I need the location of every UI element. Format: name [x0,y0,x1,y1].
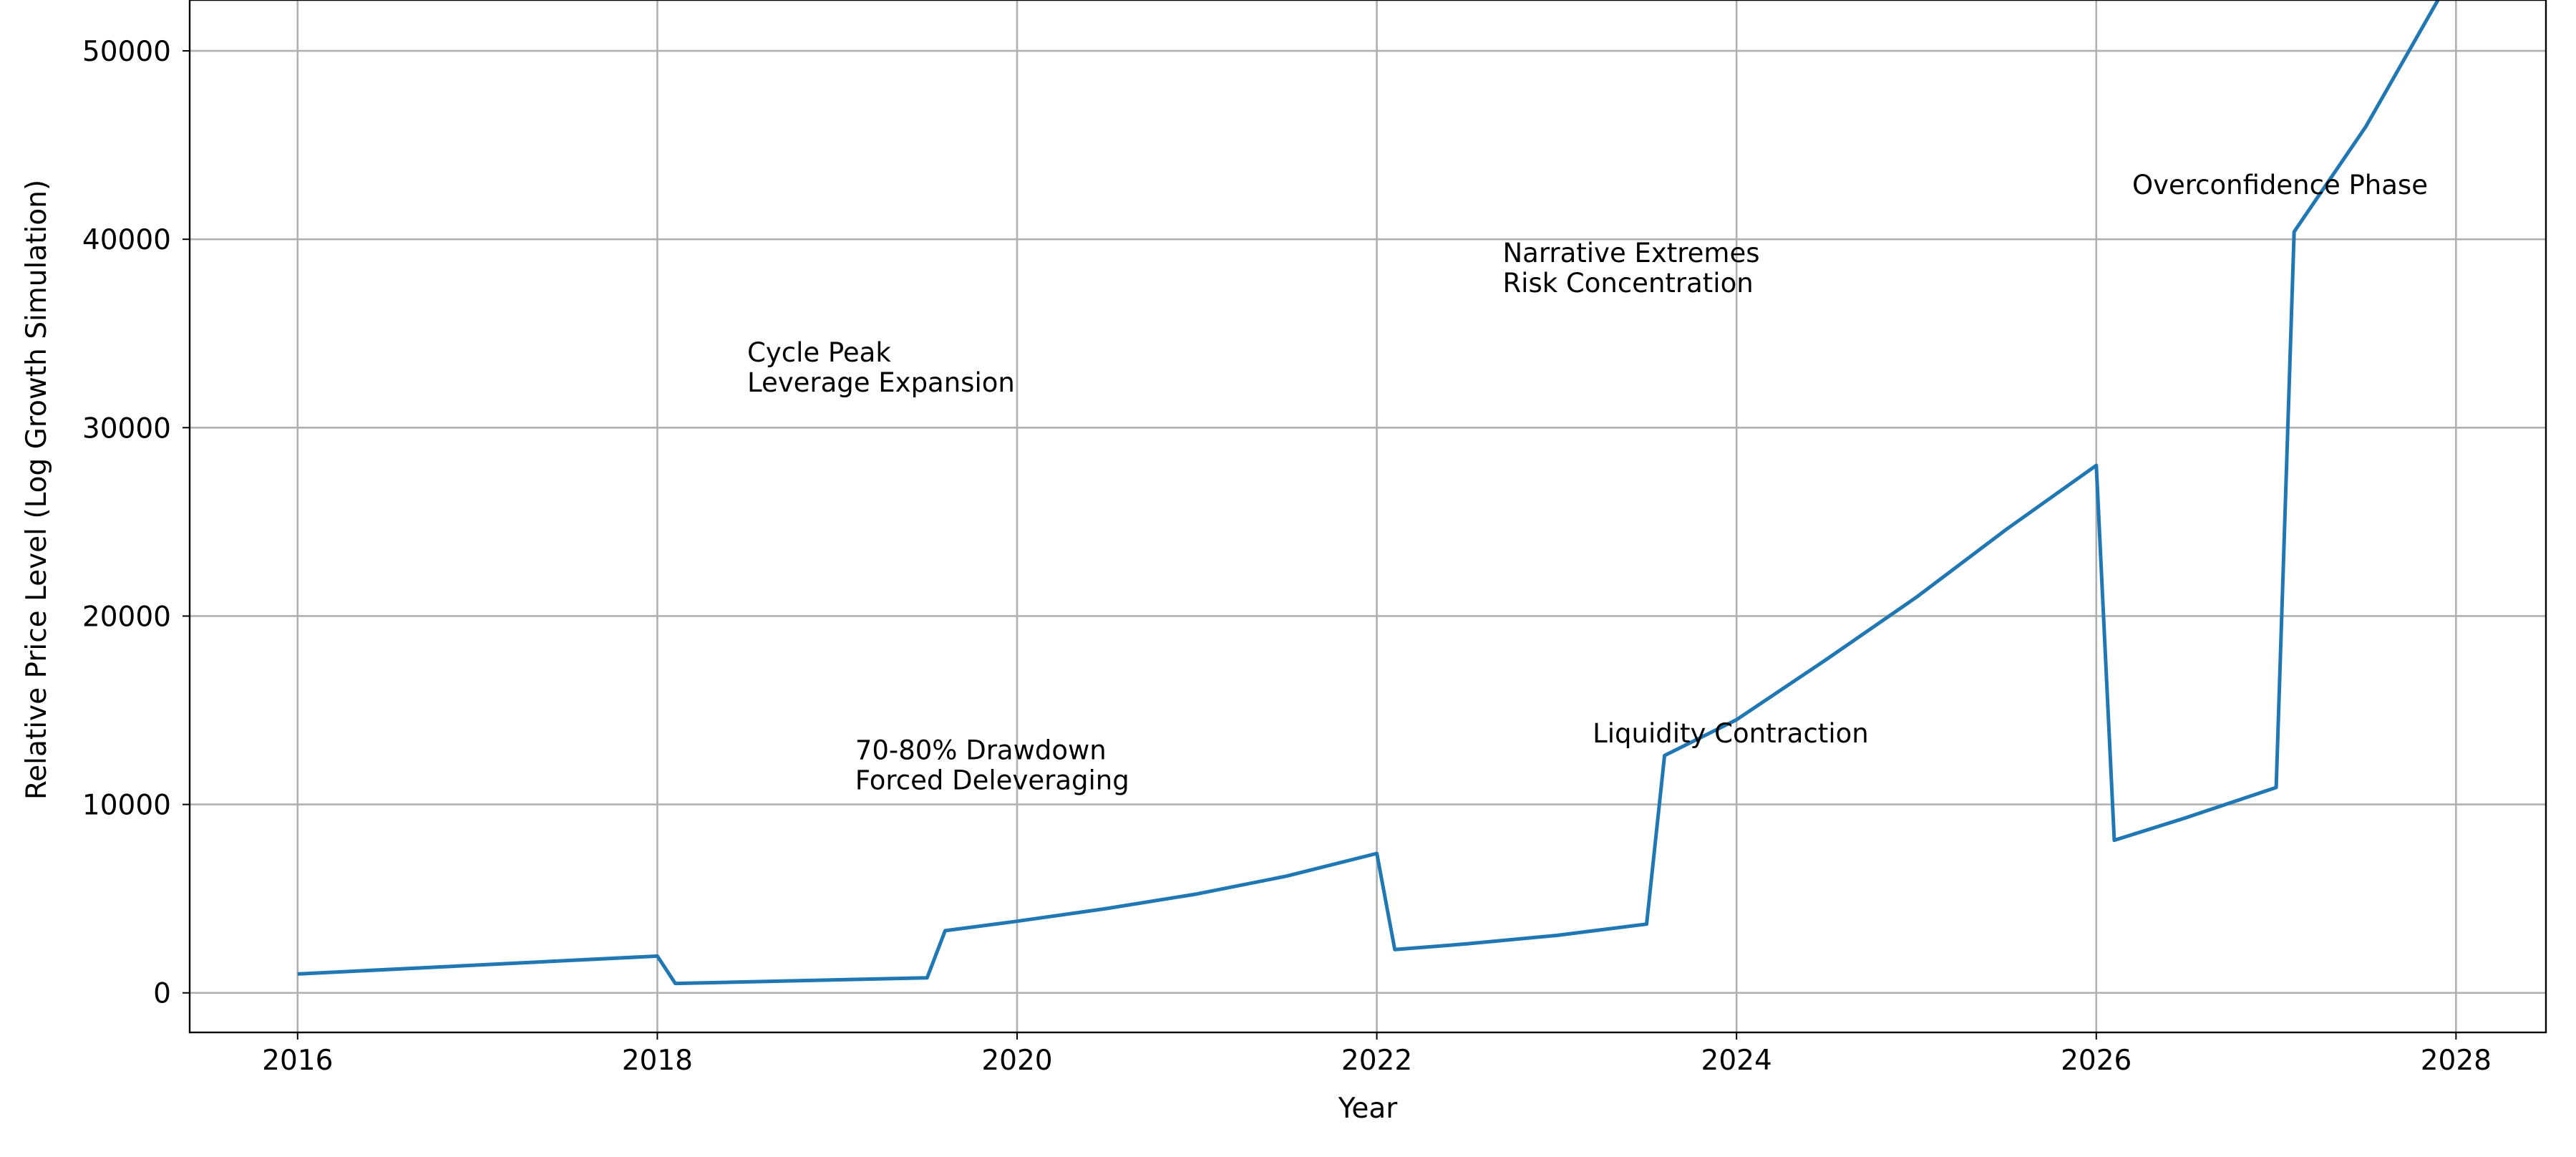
y-tick-label-20000: 20000 [82,601,171,633]
x-tick-label-2022: 2022 [1341,1045,1412,1077]
y-axis-ticks: 0 10000 20000 30000 40000 50000 [82,36,190,1010]
x-axis-label: Year [1338,1093,1399,1125]
annotation-2-line-0: Narrative Extremes [1502,238,1759,268]
x-tick-label-2024: 2024 [1701,1045,1772,1077]
annotation-1: 70-80% Drawdown Forced Deleveraging [855,735,1129,795]
annotation-4-line-0: Overconfidence Phase [2132,170,2428,200]
annotations: Cycle Peak Leverage Expansion 70-80% Drawd… [747,170,2428,795]
series-group [297,0,2440,986]
annotation-4: Overconfidence Phase [2132,170,2428,200]
y-tick-label-30000: 30000 [82,412,171,445]
x-tick-label-2018: 2018 [622,1045,693,1077]
y-tick-label-50000: 50000 [82,36,171,68]
series-line-0 [297,0,2440,986]
y-tick-label-40000: 40000 [82,224,171,256]
y-axis-label: Relative Price Level (Log Growth Simulat… [21,180,53,800]
annotation-1-line-1: Forced Deleveraging [855,765,1129,795]
annotation-3-line-0: Liquidity Contraction [1593,718,1869,749]
plot-frame [188,0,2547,1034]
annotation-2-line-1: Risk Concentration [1502,268,1753,299]
x-tick-label-2026: 2026 [2061,1045,2132,1077]
grid-lines [190,0,2546,1032]
x-tick-label-2028: 2028 [2421,1045,2492,1077]
annotation-1-line-0: 70-80% Drawdown [855,735,1107,765]
annotation-0-line-1: Leverage Expansion [747,367,1015,398]
annotation-2: Narrative Extremes Risk Concentration [1502,238,1759,299]
annotation-0: Cycle Peak Leverage Expansion [747,337,1015,398]
x-tick-label-2016: 2016 [262,1045,333,1077]
y-tick-label-0: 0 [153,978,171,1010]
y-tick-label-10000: 10000 [82,790,171,822]
annotation-3: Liquidity Contraction [1593,718,1869,749]
x-axis-ticks: 2016 2018 2020 2022 2024 2026 2028 [262,1032,2492,1077]
annotation-0-line-0: Cycle Peak [747,337,891,368]
x-tick-label-2020: 2020 [981,1045,1052,1077]
